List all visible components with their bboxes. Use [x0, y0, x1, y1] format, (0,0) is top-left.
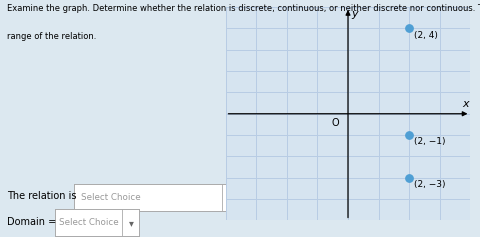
Text: y: y — [352, 9, 358, 19]
Text: x: x — [462, 99, 469, 109]
Point — [405, 133, 413, 137]
Text: O: O — [332, 118, 339, 128]
Text: (2, −3): (2, −3) — [414, 180, 445, 189]
Text: The relation is: The relation is — [7, 191, 77, 201]
Text: Domain =: Domain = — [7, 217, 57, 227]
Point — [405, 176, 413, 180]
Text: (2, −1): (2, −1) — [414, 137, 445, 146]
Text: ▾: ▾ — [129, 219, 133, 228]
Point — [405, 27, 413, 30]
Text: Select Choice: Select Choice — [60, 218, 119, 227]
Text: Select Choice: Select Choice — [81, 193, 141, 202]
Text: ▾: ▾ — [229, 194, 234, 204]
Text: range of the relation.: range of the relation. — [7, 32, 96, 41]
Text: Examine the graph. Determine whether the relation is discrete, continuous, or ne: Examine the graph. Determine whether the… — [7, 4, 480, 13]
Text: (2, 4): (2, 4) — [414, 31, 438, 40]
